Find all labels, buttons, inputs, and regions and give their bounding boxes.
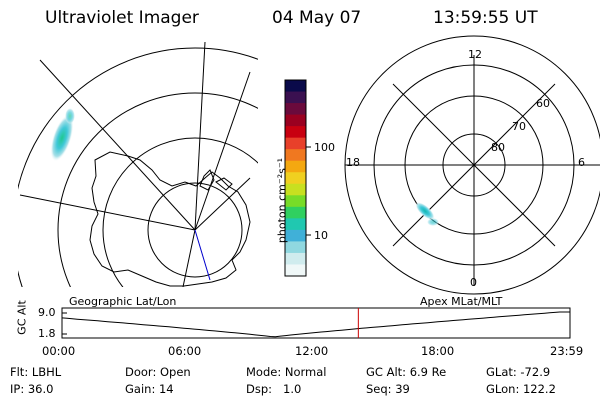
colorbar-tick-10: 10: [314, 229, 328, 242]
mlt-label-0: 0: [470, 276, 477, 289]
colorbar-segment: [285, 241, 306, 254]
geographic-map: [18, 42, 258, 287]
coastline-antarctica: [89, 151, 251, 287]
info-ip: IP: 36.0: [10, 382, 54, 396]
info-gc-alt: GC Alt: 6.9 Re: [366, 365, 447, 379]
polar-plot: [344, 35, 600, 295]
colorbar-segment: [285, 206, 306, 219]
info-gain: Gain: 14: [125, 382, 174, 396]
coastline-peninsula: [199, 169, 215, 191]
timeline-xtick: 18:00: [421, 344, 455, 358]
colorbar-segment: [285, 195, 306, 208]
colorbar-segment: [285, 91, 306, 104]
coastline-islands: [215, 177, 233, 191]
info-flt: Flt: LBHL: [10, 365, 62, 379]
colorbar-segment: [285, 137, 306, 150]
lat-circle: [147, 182, 243, 278]
lat-circle: [102, 137, 258, 287]
colorbar-segment: [285, 126, 306, 139]
timeline-xtick: 23:59: [550, 344, 584, 358]
geographic-label: Geographic Lat/Lon: [69, 295, 177, 308]
info-glat: GLat: -72.9: [486, 365, 551, 379]
timeline-axis-label: GC Alt: [15, 300, 29, 335]
colorbar-segment: [285, 160, 306, 173]
info-dsp: Dsp: 1.0: [246, 382, 302, 396]
color-scale: [284, 79, 311, 277]
colorbar-segment: [285, 172, 306, 185]
timeline-xtick: 06:00: [168, 344, 202, 358]
altitude-timeline: [61, 307, 571, 339]
colorbar-segment: [285, 264, 306, 277]
aurora-emission-geo: [65, 108, 75, 124]
timeline-ytick-max: 9.0: [38, 306, 56, 319]
colorbar-segment: [285, 114, 306, 127]
colorbar-segment: [285, 229, 306, 242]
lat-circle: [57, 92, 258, 287]
mlat-label-70: 70: [512, 120, 526, 133]
lat-circle: [18, 47, 258, 287]
timeline-ytick-min: 1.8: [38, 327, 56, 340]
mlat-label-60: 60: [536, 97, 550, 110]
colorbar-segment: [285, 103, 306, 116]
time-label: 13:59:55 UT: [433, 8, 538, 28]
mlt-label-12: 12: [468, 48, 482, 61]
date-label: 04 May 07: [272, 8, 362, 28]
mlt-label-18: 18: [346, 156, 360, 169]
colorbar-segment: [285, 218, 306, 231]
colorbar-tick-100: 100: [314, 141, 335, 154]
info-seq: Seq: 39: [366, 382, 410, 396]
mlt-label-6: 6: [578, 156, 585, 169]
instrument-title: Ultraviolet Imager: [45, 8, 199, 28]
colorbar-unit-label: photon cm⁻²s⁻¹: [275, 157, 289, 244]
aurora-emission-geo: [50, 115, 74, 161]
footprint-track: [194, 229, 211, 281]
colorbar-segment: [285, 252, 306, 265]
mlat-label-80: 80: [491, 141, 505, 154]
timeline-xtick: 00:00: [42, 344, 76, 358]
aurora-emission-polar: [427, 218, 439, 226]
timeline-xtick: 12:00: [295, 344, 329, 358]
info-glon: GLon: 122.2: [486, 382, 556, 396]
colorbar-segment: [285, 80, 306, 93]
colorbar-segment: [285, 149, 306, 162]
aurora-emission-polar: [415, 202, 435, 220]
colorbar-segment: [285, 183, 306, 196]
info-mode: Mode: Normal: [246, 365, 327, 379]
info-door: Door: Open: [125, 365, 191, 379]
apex-label: Apex MLat/MLT: [420, 295, 503, 308]
